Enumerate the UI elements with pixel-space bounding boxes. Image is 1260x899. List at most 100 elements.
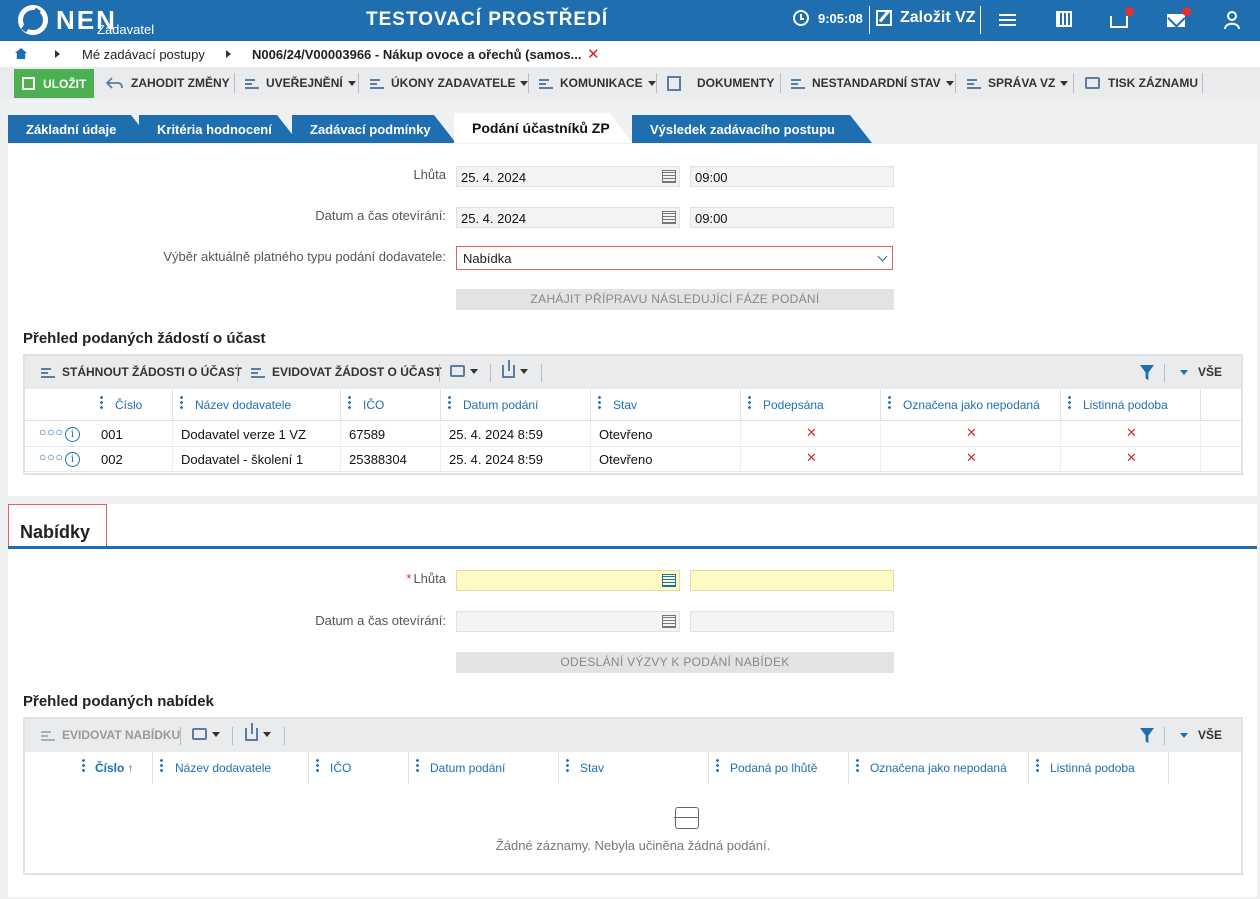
actions-menu-button[interactable]: ÚKONY ZADAVATELE: [370, 71, 529, 95]
tab-tender-conditions[interactable]: Zadávací podmínky: [292, 115, 456, 143]
create-vz-button[interactable]: Založit VZ: [876, 9, 976, 27]
opening-date-field[interactable]: 25. 4. 2024: [456, 207, 680, 228]
col-supplier[interactable]: Název dodavatele: [175, 761, 272, 775]
export-menu-button[interactable]: [245, 723, 271, 741]
column-menu-icon[interactable]: [598, 395, 601, 411]
user-icon[interactable]: [1222, 10, 1242, 30]
view-all-button[interactable]: VŠE: [1180, 365, 1222, 379]
send-call-for-offers-button[interactable]: ODESLÁNÍ VÝZVY K PODÁNÍ NABÍDEK: [456, 652, 894, 673]
info-icon[interactable]: i: [65, 427, 80, 442]
print-record-button[interactable]: TISK ZÁZNAMU: [1085, 71, 1198, 95]
col-paper-form[interactable]: Listinná podoba: [1083, 398, 1168, 412]
col-state[interactable]: Stav: [613, 398, 638, 412]
col-signed[interactable]: Podepsána: [763, 398, 824, 412]
home-icon[interactable]: [15, 48, 27, 59]
col-date[interactable]: Datum podání: [430, 761, 506, 775]
col-ico[interactable]: IČO: [363, 398, 385, 412]
print-menu-button[interactable]: [450, 365, 478, 377]
export-icon: [245, 723, 258, 741]
more-icon[interactable]: ○○○: [39, 425, 64, 439]
col-state[interactable]: Stav: [580, 761, 605, 775]
col-paper-form[interactable]: Listinná podoba: [1050, 761, 1135, 775]
column-menu-icon[interactable]: [100, 395, 103, 411]
list-icon: [251, 366, 265, 378]
calculator-icon[interactable]: [1056, 11, 1072, 27]
opening-time-field[interactable]: 09:00: [690, 207, 894, 228]
view-all-button[interactable]: VŠE: [1180, 728, 1222, 742]
communication-menu-button[interactable]: KOMUNIKACE: [539, 71, 656, 95]
nen-logo[interactable]: NEN: [18, 5, 117, 35]
calendar-icon[interactable]: [662, 574, 676, 587]
column-menu-icon[interactable]: [82, 758, 85, 774]
filter-button[interactable]: [1140, 728, 1154, 743]
column-menu-icon[interactable]: [856, 758, 859, 774]
column-menu-icon[interactable]: [180, 395, 183, 411]
col-number[interactable]: Číslo: [115, 398, 143, 412]
col-date[interactable]: Datum podání: [463, 398, 539, 412]
deadline-time-field[interactable]: 09:00: [690, 166, 894, 187]
column-menu-icon[interactable]: [1068, 395, 1071, 411]
column-menu-icon[interactable]: [348, 395, 351, 411]
chevron-down-icon: [1180, 369, 1188, 375]
offers-deadline-date-field[interactable]: [456, 570, 680, 591]
header-divider: [869, 6, 870, 34]
calendar-icon[interactable]: [662, 615, 676, 628]
discard-changes-button[interactable]: ZAHODIT ZMĚNY: [106, 71, 230, 95]
submission-type-value: Nabídka: [463, 251, 512, 266]
column-menu-icon[interactable]: [316, 758, 319, 774]
tab-participant-submissions[interactable]: Podání účastníků ZP: [454, 113, 632, 143]
breadcrumb-item-current[interactable]: N006/24/V00003966 - Nákup ovoce a ořechů…: [252, 47, 582, 62]
print-menu-button[interactable]: [192, 728, 220, 740]
submission-type-select[interactable]: Nabídka: [456, 246, 893, 270]
column-menu-icon[interactable]: [888, 395, 891, 411]
col-ico[interactable]: IČO: [330, 761, 352, 775]
col-late[interactable]: Podaná po lhůtě: [730, 761, 818, 775]
record-request-button[interactable]: EVIDOVAT ŽÁDOST O ÚČAST: [251, 365, 442, 379]
column-menu-icon[interactable]: [748, 395, 751, 411]
nonstandard-state-menu-button[interactable]: NESTANDARDNÍ STAV: [791, 71, 954, 95]
tab-evaluation-criteria[interactable]: Kritéria hodnocení: [139, 115, 299, 143]
record-offer-button[interactable]: EVIDOVAT NABÍDKU: [41, 728, 180, 742]
column-menu-icon[interactable]: [448, 395, 451, 411]
col-marked-unsubmitted[interactable]: Označena jako nepodaná: [870, 761, 1007, 775]
filter-button[interactable]: [1140, 365, 1154, 380]
breadcrumb-item-procedures[interactable]: Mé zadávací postupy: [82, 47, 205, 62]
col-supplier[interactable]: Název dodavatele: [195, 398, 292, 412]
inbox-button[interactable]: [1110, 7, 1134, 30]
download-requests-button[interactable]: STÁHNOUT ŽÁDOSTI O ÚČAST: [41, 365, 242, 379]
close-icon[interactable]: ✕: [587, 46, 600, 63]
grid-toolbar-divider: [439, 364, 440, 382]
print-label: TISK ZÁZNAMU: [1108, 76, 1198, 90]
more-icon[interactable]: ○○○: [39, 450, 64, 464]
column-menu-icon[interactable]: [716, 758, 719, 774]
menu-icon[interactable]: [999, 11, 1019, 31]
documents-button[interactable]: DOKUMENTY: [667, 71, 774, 95]
column-menu-icon[interactable]: [416, 758, 419, 774]
calendar-icon[interactable]: [662, 211, 676, 224]
tab-basic-info[interactable]: Základní údaje: [8, 115, 153, 143]
publish-menu-button[interactable]: UVEŘEJNĚNÍ: [245, 71, 356, 95]
offers-opening-date-field[interactable]: [456, 611, 680, 632]
column-menu-icon[interactable]: [1036, 758, 1039, 774]
export-menu-button[interactable]: [502, 360, 528, 378]
mail-button[interactable]: [1167, 7, 1191, 30]
offers-opening-time-field[interactable]: [690, 611, 894, 632]
column-divider: [590, 389, 591, 421]
column-menu-icon[interactable]: [566, 758, 569, 774]
publish-label: UVEŘEJNĚNÍ: [266, 76, 343, 90]
column-menu-icon[interactable]: [160, 758, 163, 774]
info-icon[interactable]: i: [65, 452, 80, 467]
calendar-icon[interactable]: [662, 170, 676, 183]
offers-deadline-time-field[interactable]: [690, 570, 894, 591]
deadline-date-field[interactable]: 25. 4. 2024: [456, 166, 680, 187]
save-button[interactable]: ULOŽIT: [14, 69, 94, 98]
chevron-down-icon: [347, 80, 356, 86]
cross-icon: ✕: [966, 425, 977, 440]
table-row[interactable]: ○○○ i 001 Dodavatel verze 1 VZ 67589 25.…: [25, 422, 1241, 447]
table-row[interactable]: ○○○ i 002 Dodavatel - školení 1 25388304…: [25, 447, 1241, 472]
manage-vz-menu-button[interactable]: SPRÁVA VZ: [967, 71, 1069, 95]
tab-procedure-result[interactable]: Výsledek zadávacího postupu: [632, 115, 872, 143]
col-number-sorted[interactable]: Číslo ↑: [95, 761, 134, 775]
start-next-phase-button[interactable]: ZAHÁJIT PŘÍPRAVU NÁSLEDUJÍCÍ FÁZE PODÁNÍ: [456, 289, 894, 310]
col-marked-unsubmitted[interactable]: Označena jako nepodaná: [903, 398, 1040, 412]
